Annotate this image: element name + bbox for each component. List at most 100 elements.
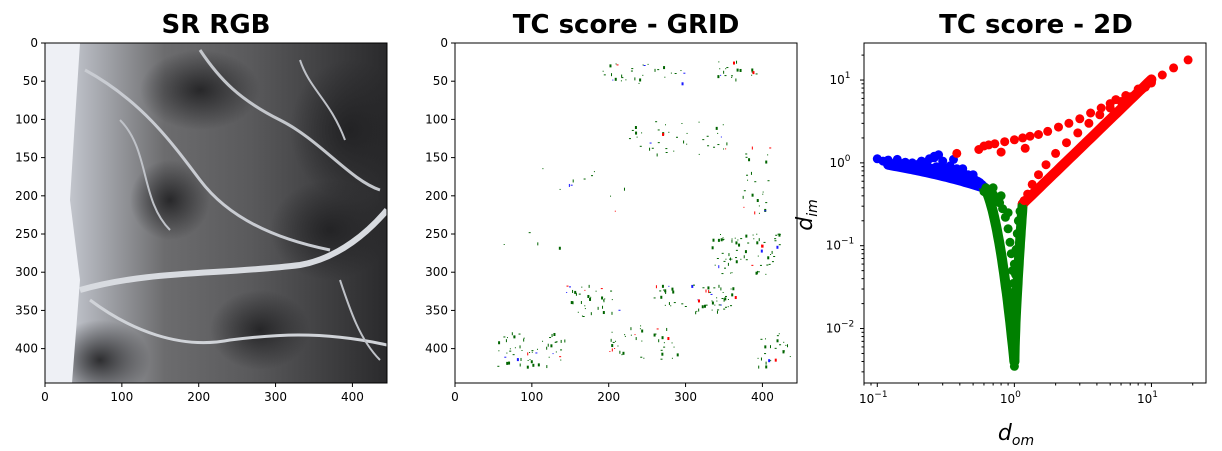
grid-pixel <box>670 305 672 307</box>
scatter-point <box>1073 128 1083 138</box>
grid-pixel <box>673 302 676 304</box>
grid-pixel <box>670 72 672 74</box>
x-tick-label: 200 <box>597 390 620 404</box>
grid-pixel <box>726 142 728 146</box>
grid-pixel <box>653 333 656 337</box>
grid-pixel <box>518 333 521 335</box>
grid-pixel <box>725 148 727 150</box>
grid-pixel <box>731 239 733 243</box>
grid-pixel <box>550 344 553 348</box>
grid-pixel <box>728 253 730 257</box>
grid-pixel <box>727 262 729 266</box>
grid-pixel <box>661 352 664 356</box>
grid-pixel <box>498 350 500 352</box>
panel-2-title: TC score - GRID <box>513 10 740 40</box>
scatter-point <box>1064 118 1074 128</box>
grid-pixel <box>722 237 724 239</box>
grid-pixel <box>718 61 720 63</box>
x-tick-label: 400 <box>341 390 364 404</box>
grid-pixel <box>635 337 637 341</box>
grid-pixel <box>559 356 562 358</box>
grid-pixel <box>521 349 523 351</box>
grid-pixel <box>751 74 753 76</box>
grid-pixel <box>716 258 719 260</box>
grid-pixel <box>512 354 515 356</box>
grid-pixel <box>639 78 642 82</box>
grid-pixel <box>739 68 742 72</box>
grid-pixel <box>640 356 643 358</box>
scatter-point <box>1169 63 1179 73</box>
satellite-image <box>45 43 387 383</box>
grid-pixel <box>765 365 768 369</box>
grid-pixel <box>530 360 533 364</box>
grid-pixel <box>649 147 651 151</box>
scatter-point <box>1009 325 1019 335</box>
grid-pixel <box>701 305 704 309</box>
grid-pixel <box>631 129 634 131</box>
y-tick-label: 0 <box>30 36 38 50</box>
grid-pixel <box>616 64 619 66</box>
grid-pixel <box>722 124 724 126</box>
grid-pixel <box>692 284 695 286</box>
grid-pixel <box>537 242 539 246</box>
grid-pixel <box>668 131 670 133</box>
grid-pixel <box>578 293 581 295</box>
grid-pixel <box>778 244 781 246</box>
grid-pixel <box>774 240 777 242</box>
scatter-point <box>1009 135 1019 145</box>
x-tick-label: 0 <box>41 390 49 404</box>
grid-pixel <box>498 341 501 345</box>
grid-pixel <box>519 363 521 367</box>
grid-pixel <box>497 365 500 367</box>
grid-pixel <box>740 238 743 240</box>
grid-pixel <box>735 241 738 245</box>
grid-pixel <box>738 243 741 247</box>
grid-pixel <box>785 344 787 346</box>
grid-pixel <box>722 239 724 241</box>
grid-pixel <box>734 296 737 300</box>
panel-1-title: SR RGB <box>162 10 271 40</box>
grid-pixel <box>761 244 764 248</box>
grid-pixel <box>717 238 720 242</box>
grid-pixel <box>647 63 649 65</box>
grid-pixel <box>730 257 732 261</box>
grid-pixel <box>762 193 764 195</box>
grid-pixel <box>683 72 686 74</box>
grid-pixel <box>745 234 748 238</box>
scatter-point <box>1062 138 1071 148</box>
grid-pixel <box>717 132 719 134</box>
grid-pixel <box>684 305 687 307</box>
grid-pixel <box>719 304 722 306</box>
grid-pixel <box>527 360 529 362</box>
grid-pixel <box>758 205 760 207</box>
grid-pixel <box>697 299 699 301</box>
grid-pixel <box>673 346 675 348</box>
grid-pixel <box>703 304 706 308</box>
y-tick-label: 50 <box>433 74 448 88</box>
grid-pixel <box>720 136 722 138</box>
scatter-point <box>1008 279 1018 288</box>
scatter-point <box>1027 179 1037 189</box>
grid-pixel <box>506 337 508 339</box>
scatter-point <box>919 161 929 171</box>
grid-pixel <box>531 351 533 353</box>
scatter-point <box>1095 110 1105 120</box>
grid-pixel <box>709 291 712 293</box>
grid-pixel <box>720 238 723 242</box>
x-tick-label: 300 <box>674 390 697 404</box>
y-tick-label: 0 <box>440 36 448 50</box>
grid-pixel <box>765 338 767 340</box>
grid-pixel <box>664 289 667 293</box>
grid-pixel <box>766 264 769 266</box>
grid-pixel <box>566 291 568 293</box>
grid-pixel <box>755 73 758 75</box>
grid-pixel <box>723 260 726 262</box>
scatter-point <box>1133 84 1143 94</box>
scatter-point <box>1009 361 1019 371</box>
grid-pixel <box>643 65 646 67</box>
grid-pixel <box>523 337 525 339</box>
grid-pixel <box>702 287 705 289</box>
grid-pixel <box>609 64 612 68</box>
grid-pixel <box>731 272 733 274</box>
grid-pixel <box>746 174 749 176</box>
